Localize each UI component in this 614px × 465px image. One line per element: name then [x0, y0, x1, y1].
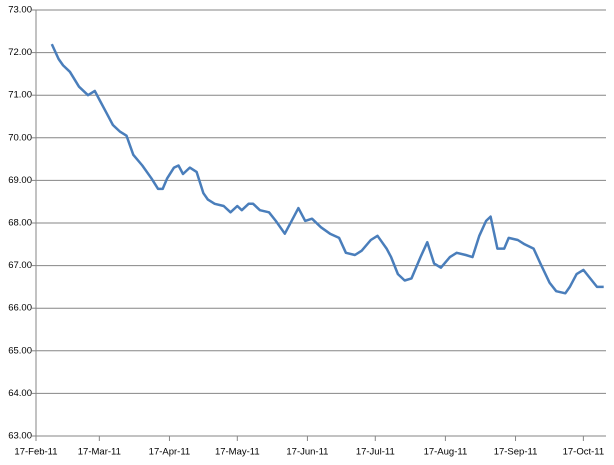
series-line — [50, 43, 604, 295]
x-tick-label: 17-Mar-11 — [78, 447, 121, 458]
y-tick-label: 72.00 — [8, 47, 32, 58]
y-tick-label: 64.00 — [8, 388, 32, 399]
y-tick-label: 71.00 — [8, 90, 32, 101]
y-tick-label: 66.00 — [8, 303, 32, 314]
y-tick-label: 73.00 — [8, 5, 32, 16]
y-tick-label: 63.00 — [8, 431, 32, 442]
y-tick-label: 68.00 — [8, 218, 32, 229]
x-tick-label: 17-Aug-11 — [424, 447, 468, 458]
x-tick-label: 17-May-11 — [215, 447, 260, 458]
x-tick-label: 17-Jul-11 — [356, 447, 395, 458]
x-tick-label: 17-Sep-11 — [494, 447, 538, 458]
y-tick-label: 65.00 — [8, 345, 32, 356]
x-tick-label: 17-Feb-11 — [14, 447, 57, 458]
y-tick-label: 69.00 — [8, 175, 32, 186]
x-tick-label: 17-Oct-11 — [563, 447, 605, 458]
x-tick-label: 17-Jun-11 — [286, 447, 328, 458]
x-tick-label: 17-Apr-11 — [149, 447, 191, 458]
y-tick-label: 67.00 — [8, 260, 32, 271]
y-tick-label: 70.00 — [8, 132, 32, 143]
